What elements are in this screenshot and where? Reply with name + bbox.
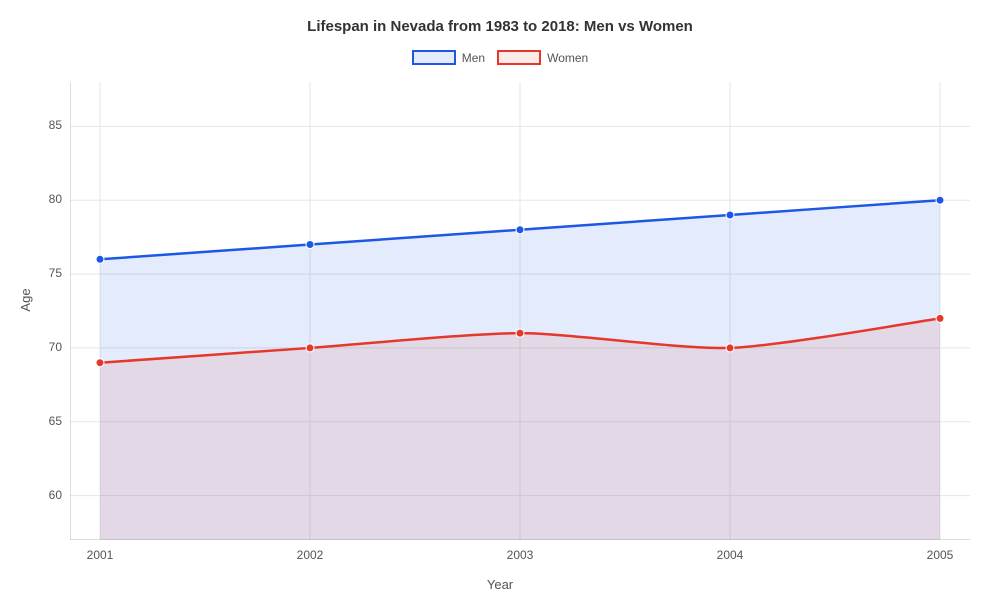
data-point-women[interactable] — [306, 344, 314, 352]
data-point-women[interactable] — [96, 359, 104, 367]
x-axis-label: Year — [487, 577, 513, 592]
y-tick-label: 80 — [32, 192, 62, 206]
data-point-men[interactable] — [936, 196, 944, 204]
y-tick-label: 65 — [32, 414, 62, 428]
x-tick-label: 2001 — [80, 548, 120, 562]
data-point-women[interactable] — [726, 344, 734, 352]
y-tick-label: 85 — [32, 118, 62, 132]
y-tick-label: 70 — [32, 340, 62, 354]
legend-item-men[interactable]: Men — [412, 50, 485, 65]
plot-area: 60657075808520012002200320042005 — [70, 82, 970, 540]
x-tick-label: 2005 — [920, 548, 960, 562]
data-point-men[interactable] — [96, 255, 104, 263]
x-tick-label: 2002 — [290, 548, 330, 562]
data-point-women[interactable] — [516, 329, 524, 337]
x-tick-label: 2004 — [710, 548, 750, 562]
legend-item-women[interactable]: Women — [497, 50, 588, 65]
legend-swatch-women — [497, 50, 541, 65]
legend-label-women: Women — [547, 51, 588, 65]
chart-title: Lifespan in Nevada from 1983 to 2018: Me… — [0, 18, 1000, 35]
legend-label-men: Men — [462, 51, 485, 65]
x-tick-label: 2003 — [500, 548, 540, 562]
y-tick-label: 75 — [32, 266, 62, 280]
y-axis-label: Age — [18, 288, 33, 311]
data-point-men[interactable] — [726, 211, 734, 219]
chart-svg — [70, 82, 970, 540]
data-point-women[interactable] — [936, 314, 944, 322]
chart-container: Lifespan in Nevada from 1983 to 2018: Me… — [0, 0, 1000, 600]
data-point-men[interactable] — [306, 241, 314, 249]
y-tick-label: 60 — [32, 488, 62, 502]
data-point-men[interactable] — [516, 226, 524, 234]
legend-swatch-men — [412, 50, 456, 65]
legend: Men Women — [0, 50, 1000, 65]
